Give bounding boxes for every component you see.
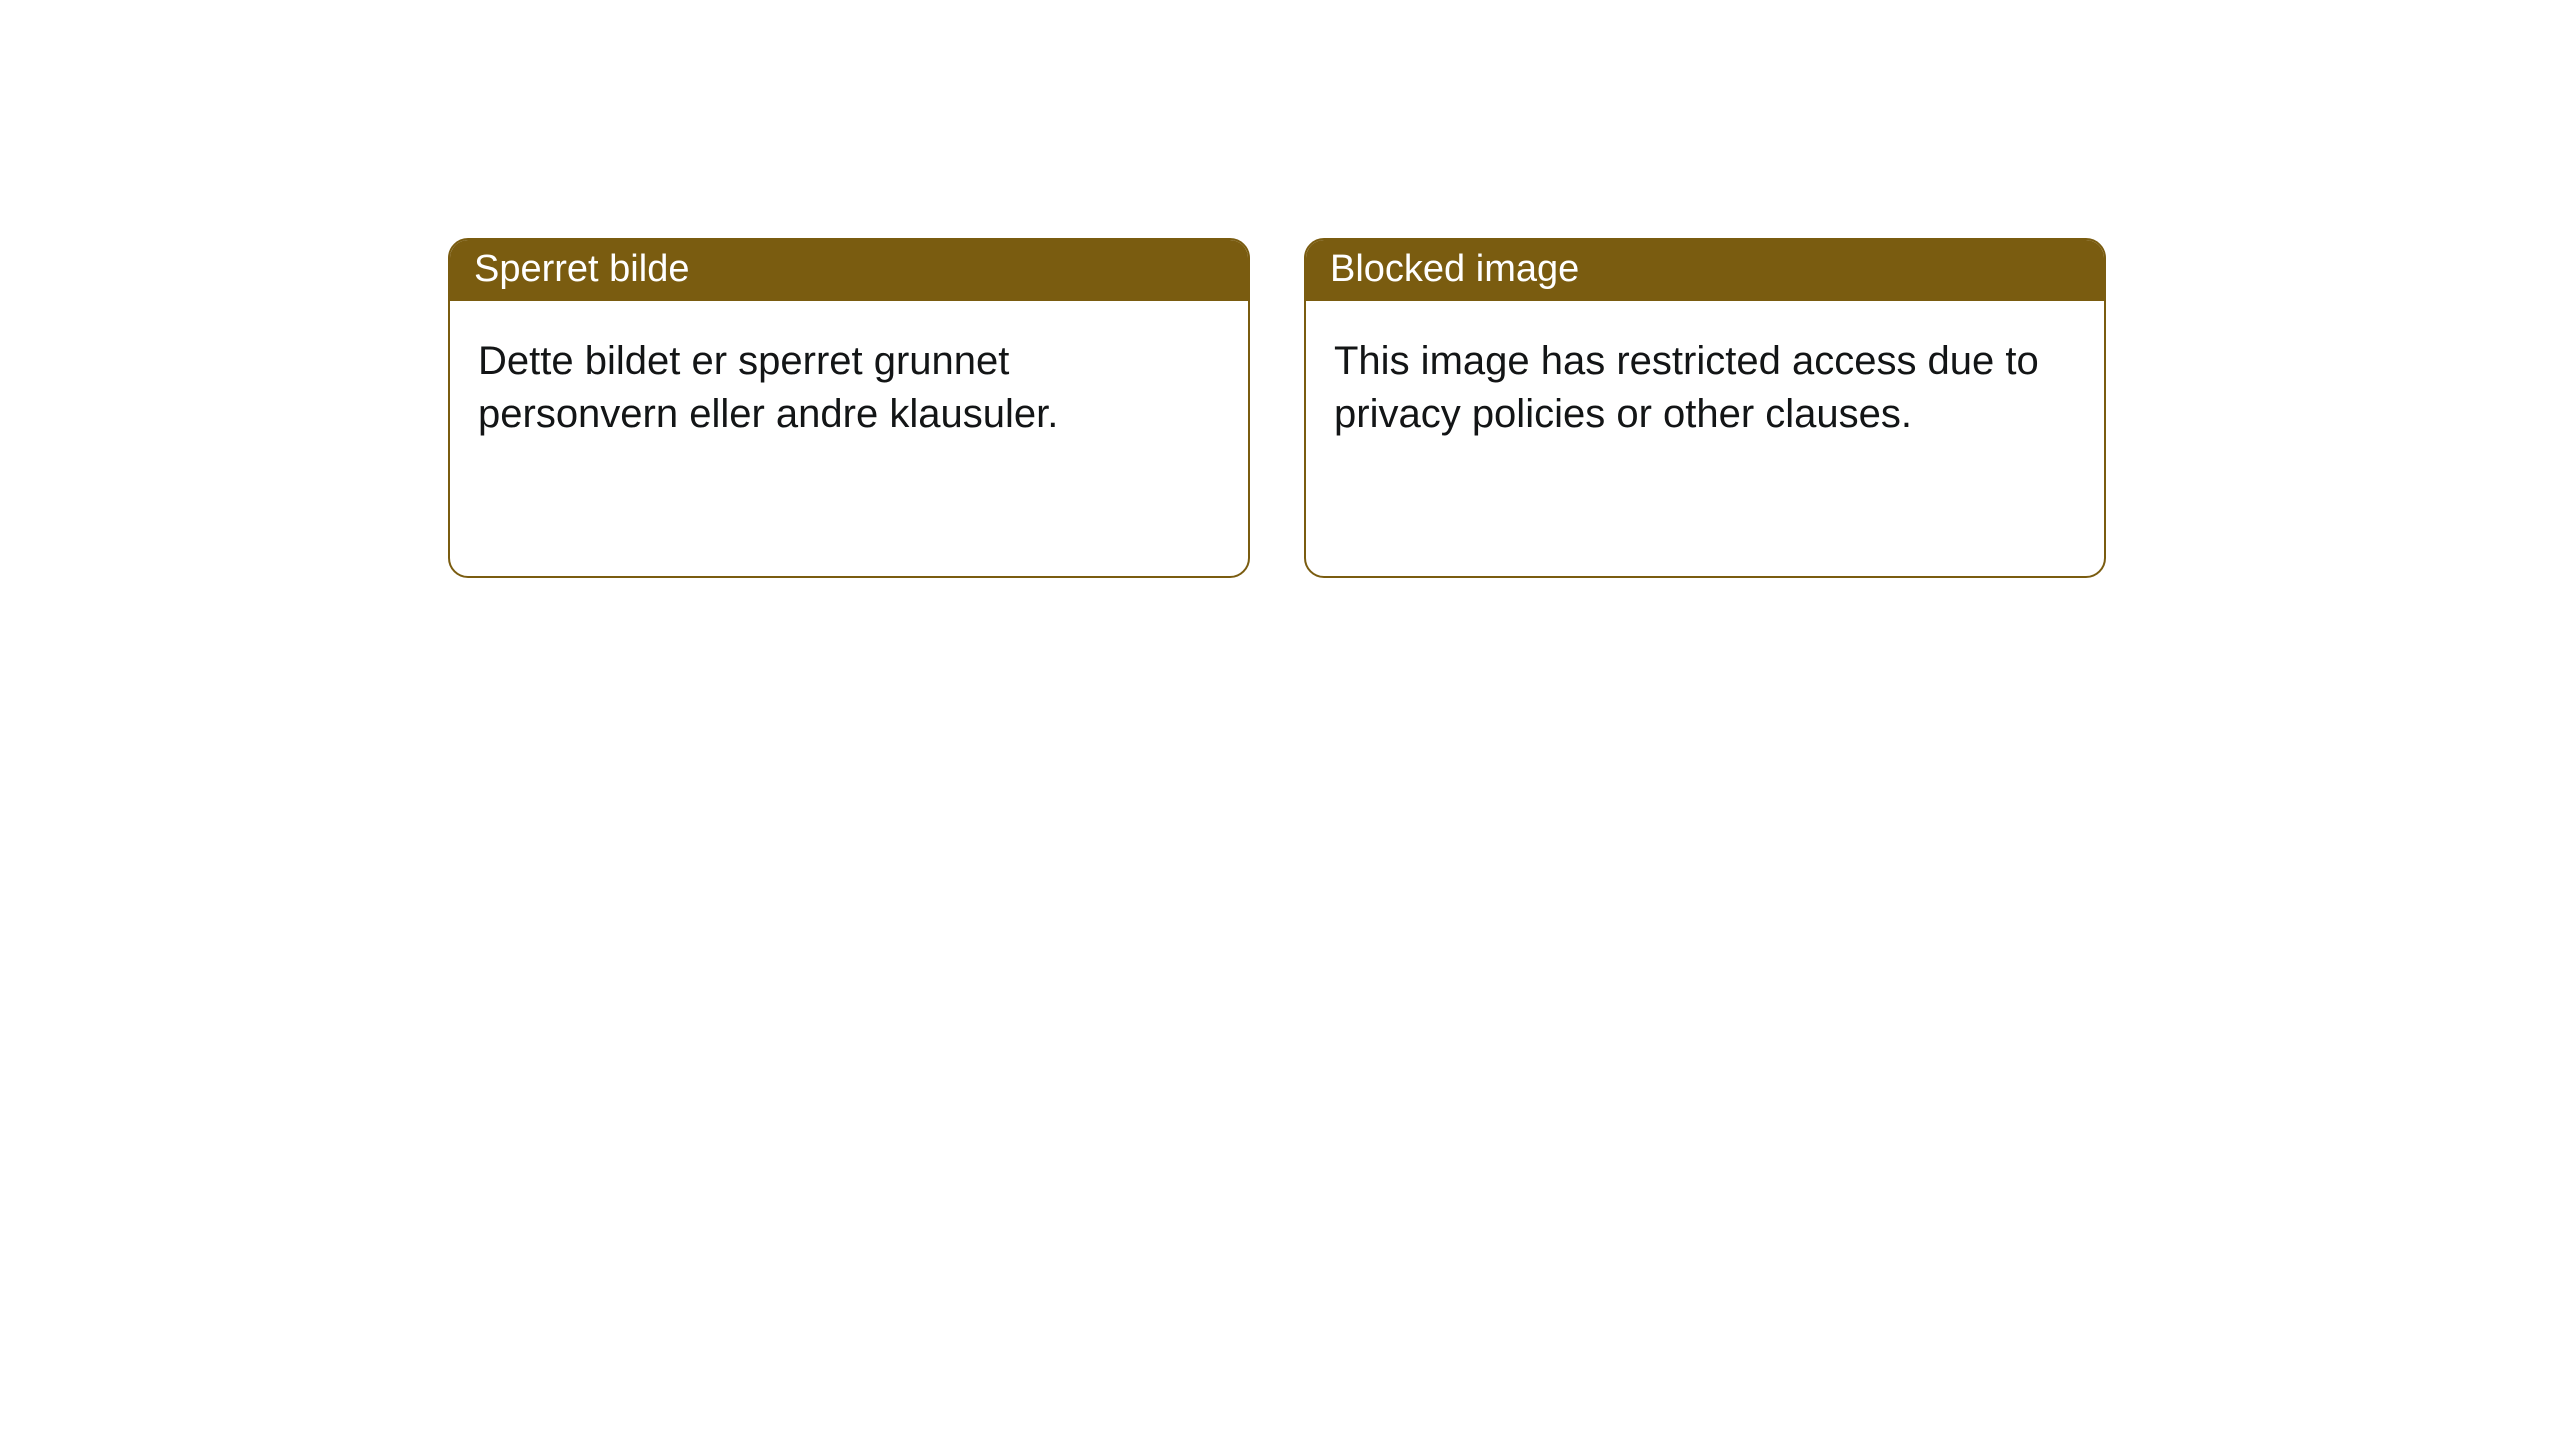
- notice-card-norwegian: Sperret bilde Dette bildet er sperret gr…: [448, 238, 1250, 578]
- notice-header-norwegian: Sperret bilde: [450, 240, 1248, 301]
- notice-cards-container: Sperret bilde Dette bildet er sperret gr…: [448, 238, 2106, 578]
- notice-card-english: Blocked image This image has restricted …: [1304, 238, 2106, 578]
- notice-header-english: Blocked image: [1306, 240, 2104, 301]
- notice-body-norwegian: Dette bildet er sperret grunnet personve…: [450, 301, 1248, 475]
- notice-body-english: This image has restricted access due to …: [1306, 301, 2104, 475]
